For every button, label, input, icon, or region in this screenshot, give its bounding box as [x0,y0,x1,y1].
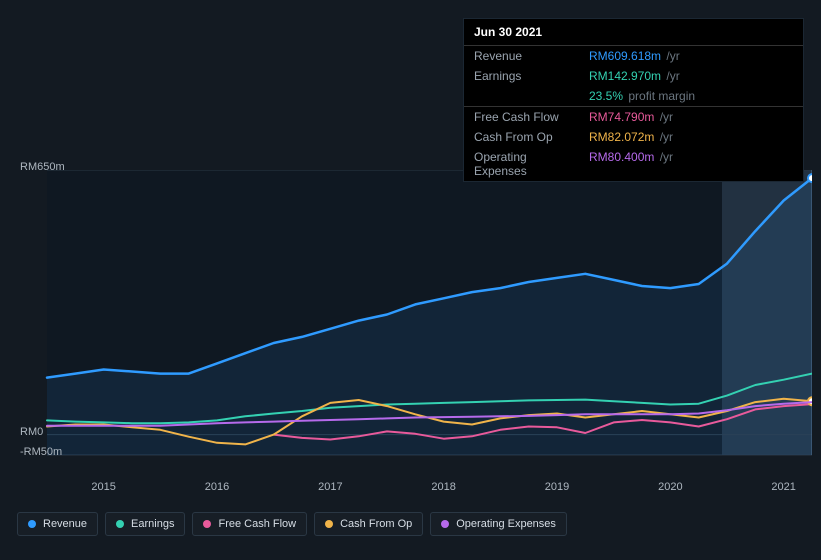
legend-label: Revenue [43,518,87,530]
y-axis-label: RM0 [20,426,43,438]
x-axis-label: 2019 [545,481,569,493]
legend-item[interactable]: Cash From Op [314,512,423,536]
legend-label: Operating Expenses [456,518,556,530]
legend-item[interactable]: Free Cash Flow [192,512,307,536]
legend-item[interactable]: Earnings [105,512,185,536]
legend-swatch-icon [325,520,333,528]
x-axis-label: 2016 [205,481,229,493]
tooltip-row-value: RM80.400m /yr [579,147,803,181]
tooltip-row-label: Revenue [464,46,579,66]
legend-label: Free Cash Flow [218,518,296,530]
tooltip-row-label: Operating Expenses [464,147,579,181]
hover-tooltip: Jun 30 2021 RevenueRM609.618m /yrEarning… [463,18,804,182]
tooltip-table: RevenueRM609.618m /yrEarningsRM142.970m … [464,46,803,181]
x-axis-label: 2017 [318,481,342,493]
x-axis-label: 2021 [771,481,795,493]
tooltip-row-value: RM142.970m /yr [579,66,803,86]
tooltip-date: Jun 30 2021 [464,19,803,46]
legend-label: Cash From Op [340,518,412,530]
y-axis-label: RM650m [20,161,65,173]
legend-label: Earnings [131,518,174,530]
tooltip-row-label [464,86,579,107]
legend-item[interactable]: Revenue [17,512,98,536]
tooltip-row-value: RM609.618m /yr [579,46,803,66]
x-axis-label: 2018 [431,481,455,493]
legend-swatch-icon [203,520,211,528]
tooltip-row-label: Earnings [464,66,579,86]
y-axis-label: -RM50m [20,446,62,458]
chart-svg[interactable] [17,170,812,475]
x-axis: 2015 2016 2017 2018 2019 2020 2021 [17,478,812,496]
legend: Revenue Earnings Free Cash Flow Cash From O… [17,512,567,536]
legend-swatch-icon [28,520,36,528]
tooltip-row-label: Free Cash Flow [464,107,579,128]
chart-area [17,170,812,475]
tooltip-row-value: 23.5% profit margin [579,86,803,107]
x-axis-label: 2020 [658,481,682,493]
tooltip-row-label: Cash From Op [464,127,579,147]
tooltip-row-value: RM82.072m /yr [579,127,803,147]
tooltip-row-value: RM74.790m /yr [579,107,803,128]
legend-item[interactable]: Operating Expenses [430,512,567,536]
legend-swatch-icon [441,520,449,528]
x-axis-label: 2015 [91,481,115,493]
legend-swatch-icon [116,520,124,528]
